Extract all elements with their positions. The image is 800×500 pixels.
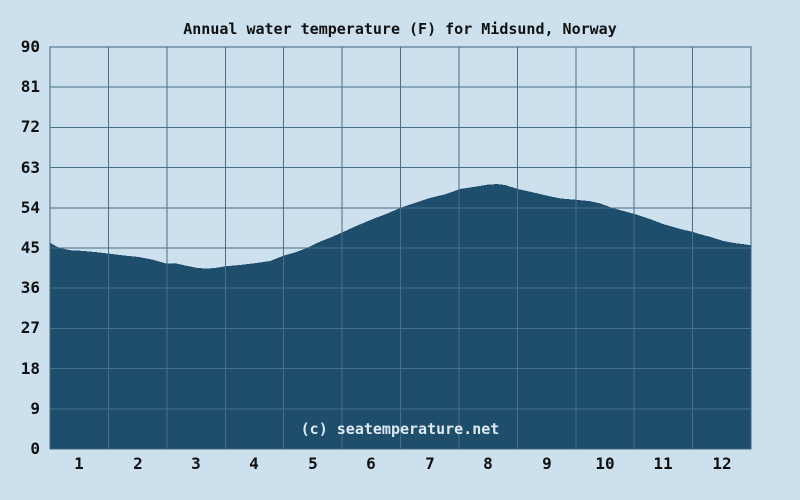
y-tick-label: 63 [20, 158, 40, 177]
y-tick-label: 90 [20, 37, 40, 56]
plot-border [49, 46, 752, 450]
x-tick-label: 1 [74, 454, 84, 473]
watermark-text: (c) seatemperature.net [300, 420, 500, 438]
x-tick-label: 6 [366, 454, 376, 473]
y-tick-label: 27 [20, 318, 40, 337]
x-tick-label: 2 [133, 454, 143, 473]
x-tick-label: 3 [191, 454, 201, 473]
y-tick-label: 54 [20, 198, 40, 217]
x-tick-label: 4 [249, 454, 259, 473]
y-tick-label: 9 [30, 399, 40, 418]
y-tick-label: 0 [30, 439, 40, 458]
x-tick-label: 8 [483, 454, 493, 473]
y-tick-label: 72 [20, 117, 40, 136]
gridlines [50, 47, 751, 449]
chart-title: Annual water temperature (F) for Midsund… [183, 20, 617, 38]
y-tick-label: 36 [20, 278, 40, 297]
x-tick-label: 7 [425, 454, 435, 473]
x-tick-label: 9 [542, 454, 552, 473]
y-tick-label: 45 [20, 238, 40, 257]
y-tick-label: 81 [20, 77, 40, 96]
x-tick-label: 5 [308, 454, 318, 473]
x-tick-label: 10 [595, 454, 615, 473]
x-tick-label: 12 [712, 454, 732, 473]
y-tick-label: 18 [20, 359, 40, 378]
x-tick-label: 11 [653, 454, 673, 473]
